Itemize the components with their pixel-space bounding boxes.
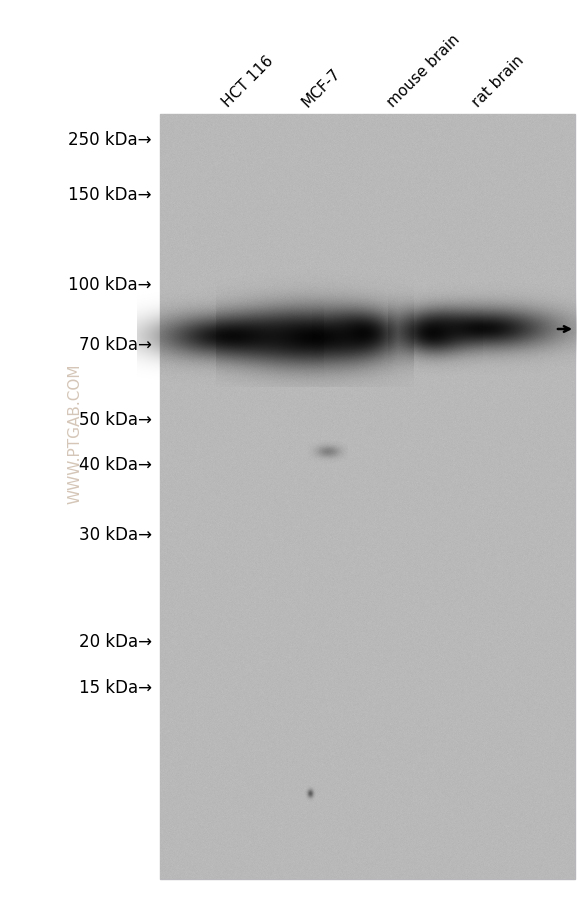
Text: 20 kDa→: 20 kDa→	[79, 632, 152, 650]
Text: 40 kDa→: 40 kDa→	[79, 456, 152, 474]
Text: MCF-7: MCF-7	[299, 66, 344, 110]
Text: 250 kDa→: 250 kDa→	[68, 131, 152, 149]
Text: 15 kDa→: 15 kDa→	[79, 678, 152, 696]
Text: WWW.PTGAB.COM: WWW.PTGAB.COM	[67, 363, 82, 503]
Text: mouse brain: mouse brain	[385, 32, 463, 110]
Text: 70 kDa→: 70 kDa→	[79, 336, 152, 354]
Text: 50 kDa→: 50 kDa→	[79, 410, 152, 428]
Text: 150 kDa→: 150 kDa→	[68, 186, 152, 204]
Text: 100 kDa→: 100 kDa→	[68, 276, 152, 294]
Text: rat brain: rat brain	[469, 52, 527, 110]
Bar	[160, 115, 575, 879]
Text: HCT 116: HCT 116	[219, 53, 276, 110]
Text: 30 kDa→: 30 kDa→	[79, 526, 152, 543]
